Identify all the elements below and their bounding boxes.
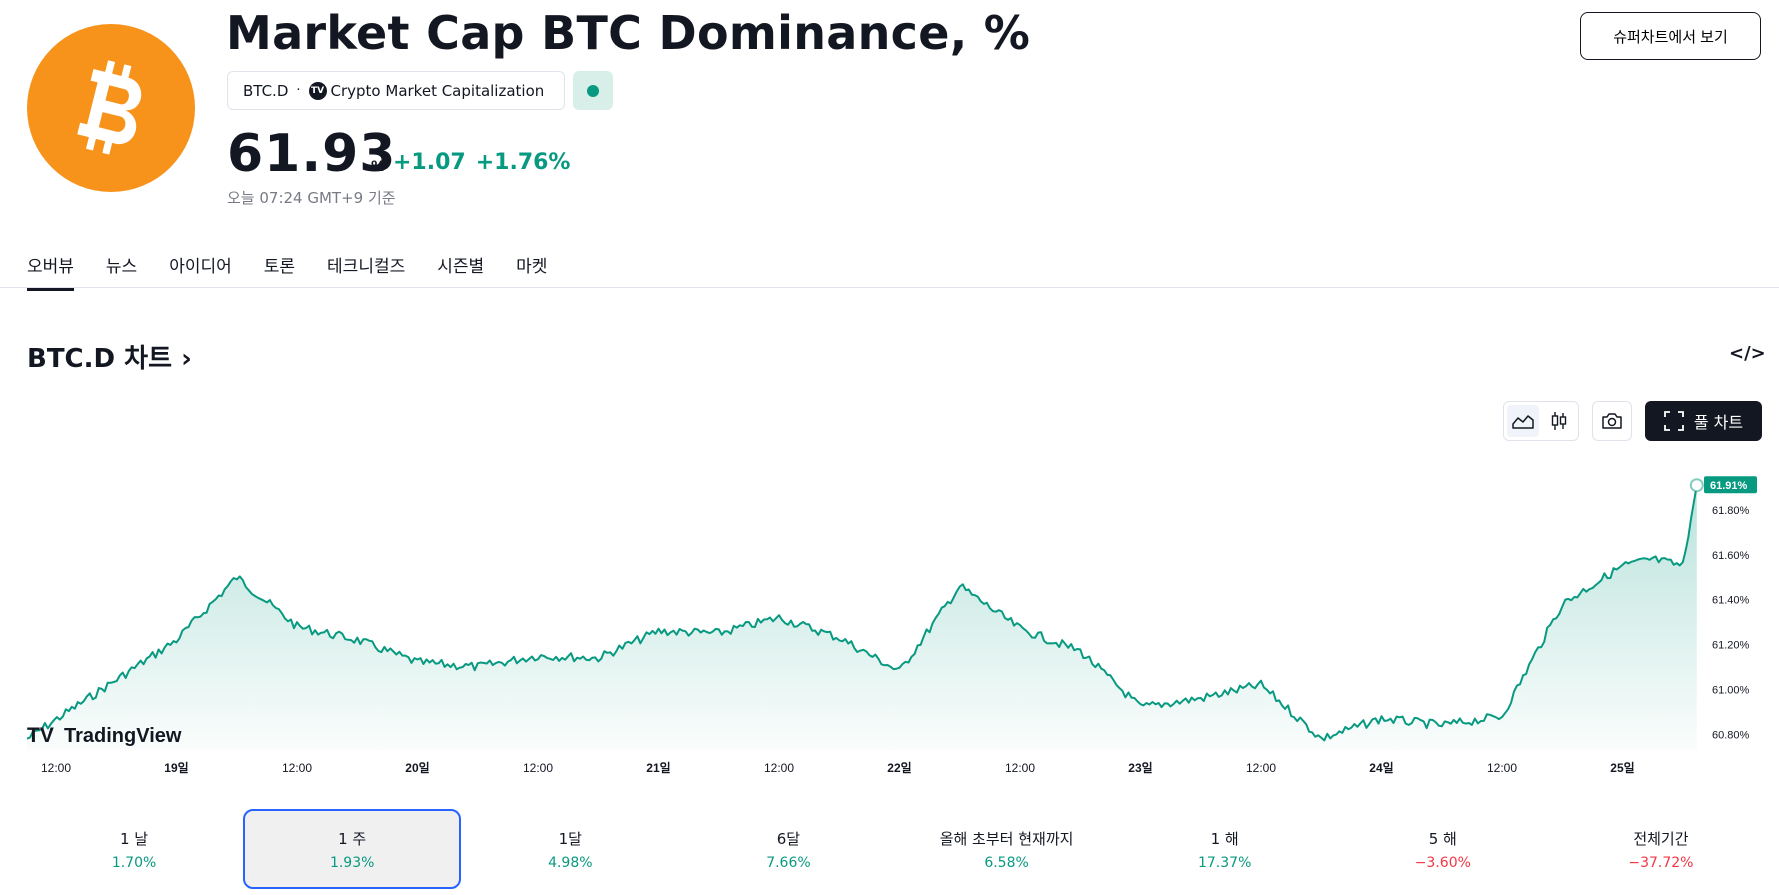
last-value-badge bbox=[1704, 476, 1757, 494]
period-6-months[interactable]: 6달 7.66% bbox=[679, 809, 897, 889]
period-value: 17.37% bbox=[1197, 854, 1252, 871]
period-value: 4.98% bbox=[548, 854, 593, 871]
period-label: 1 해 bbox=[1210, 829, 1239, 848]
y-axis-tick-label: 61.00% bbox=[1712, 684, 1750, 696]
y-axis-tick-label: 60.80% bbox=[1712, 729, 1750, 741]
period-1-week[interactable]: 1 주 1.93% bbox=[243, 809, 462, 889]
chart-title-text: BTC.D 차트 bbox=[27, 344, 172, 374]
tab-news[interactable]: 뉴스 bbox=[105, 257, 138, 277]
period-value: 6.58% bbox=[984, 854, 1029, 871]
tabs-divider bbox=[0, 287, 1779, 288]
price-chart[interactable]: 61.80% 61.60% 61.40% 61.20% 61.00% 60.80% 12:… bbox=[0, 455, 1779, 790]
area-chart[interactable]: 61.80% 61.60% 61.40% 61.20% 61.00% 60.80% 12:… bbox=[0, 455, 1779, 790]
tradingview-watermark[interactable]: TV TradingView bbox=[27, 724, 182, 747]
candles-icon bbox=[1551, 412, 1567, 430]
y-axis-tick-label: 61.20% bbox=[1712, 640, 1750, 652]
tradingview-mini-icon: TV bbox=[308, 81, 327, 100]
full-chart-label: 풀 차트 bbox=[1693, 413, 1744, 432]
period-label: 1 날 bbox=[120, 829, 149, 848]
x-axis-tick-label: 12:00 bbox=[1005, 761, 1035, 775]
y-axis-tick-label: 61.40% bbox=[1712, 595, 1750, 607]
period-label: 1 주 bbox=[338, 829, 367, 848]
period-value: 1.93% bbox=[329, 854, 375, 871]
x-axis-tick-label: 12:00 bbox=[764, 761, 794, 775]
x-axis-tick-label: 24일 bbox=[1369, 761, 1393, 775]
area-chart-icon bbox=[1512, 415, 1534, 429]
embed-code-icon[interactable]: </> bbox=[1729, 343, 1766, 364]
symbol-tabs: 오버뷰 뉴스 아이디어 토론 테크니컬즈 시즌별 마켓 bbox=[27, 252, 547, 291]
x-axis-tick-label: 20일 bbox=[405, 761, 429, 775]
x-axis-tick-label: 19일 bbox=[164, 761, 188, 775]
area-fill bbox=[27, 485, 1697, 750]
period-value: 7.66% bbox=[766, 854, 811, 871]
bitcoin-logo-icon bbox=[27, 24, 195, 192]
market-status-badge[interactable] bbox=[573, 71, 613, 110]
current-price: 61.93 bbox=[227, 124, 397, 184]
period-1-month[interactable]: 1달 4.98% bbox=[461, 809, 679, 889]
x-axis-tick-label: 12:00 bbox=[1246, 761, 1276, 775]
chart-section-title[interactable]: BTC.D 차트 › bbox=[27, 338, 192, 375]
watermark-text: TradingView bbox=[64, 725, 182, 747]
x-axis-tick-label: 21일 bbox=[646, 761, 670, 775]
performance-periods: 1 날 1.70% 1 주 1.93% 1달 4.98% 6달 7.66% 올해… bbox=[25, 809, 1770, 889]
market-open-dot-icon bbox=[587, 84, 599, 97]
price-unit: % bbox=[371, 159, 386, 175]
exchange-name: Crypto Market Capitalization bbox=[330, 81, 545, 100]
snapshot-button[interactable] bbox=[1592, 401, 1632, 441]
chart-style-toggle bbox=[1503, 401, 1579, 441]
y-axis-tick-label: 61.60% bbox=[1712, 550, 1750, 562]
period-all-time[interactable]: 전체기간 −37.72% bbox=[1552, 809, 1770, 889]
x-axis-tick-label: 22일 bbox=[887, 761, 911, 775]
x-axis-tick-label: 23일 bbox=[1128, 761, 1152, 775]
tab-ideas[interactable]: 아이디어 bbox=[169, 257, 232, 277]
x-axis-tick-label: 12:00 bbox=[41, 761, 71, 775]
series-line bbox=[26, 485, 1698, 742]
price-change-percent: +1.76% bbox=[475, 150, 571, 175]
period-label: 올해 초부터 현재까지 bbox=[939, 829, 1074, 848]
open-in-supercharts-button[interactable]: 슈퍼차트에서 보기 bbox=[1580, 12, 1761, 60]
x-axis-tick-label: 12:00 bbox=[523, 761, 553, 775]
camera-icon bbox=[1602, 413, 1622, 429]
period-5-years[interactable]: 5 해 −3.60% bbox=[1334, 809, 1552, 889]
y-axis-tick-label: 61.80% bbox=[1712, 505, 1750, 517]
price-change-absolute: +1.07 bbox=[393, 150, 466, 175]
chevron-right-icon: › bbox=[181, 344, 192, 374]
price-timestamp: 오늘 07:24 GMT+9 기준 bbox=[227, 189, 396, 207]
candles-chart-button[interactable] bbox=[1543, 405, 1575, 437]
period-1-day[interactable]: 1 날 1.70% bbox=[25, 809, 243, 889]
fullscreen-icon bbox=[1663, 411, 1684, 431]
x-axis-tick-label: 12:00 bbox=[1487, 761, 1517, 775]
period-label: 5 해 bbox=[1428, 829, 1457, 848]
page-title: Market Cap BTC Dominance, % bbox=[226, 6, 1031, 60]
x-axis-tick-label: 12:00 bbox=[282, 761, 312, 775]
period-value: 1.70% bbox=[111, 854, 157, 871]
area-chart-button[interactable] bbox=[1507, 405, 1539, 437]
tab-overview[interactable]: 오버뷰 bbox=[27, 252, 74, 291]
period-value: −3.60% bbox=[1414, 854, 1471, 871]
period-label: 6달 bbox=[776, 829, 801, 848]
period-label: 전체기간 bbox=[1633, 829, 1689, 848]
tab-technicals[interactable]: 테크니컬즈 bbox=[327, 257, 406, 277]
full-chart-button[interactable]: 풀 차트 bbox=[1645, 401, 1762, 441]
period-value: −37.72% bbox=[1628, 854, 1694, 871]
symbol-separator: · bbox=[296, 83, 301, 98]
last-point-marker bbox=[1689, 478, 1704, 493]
tradingview-logo-icon: TV bbox=[27, 724, 54, 747]
tab-seasonals[interactable]: 시즌별 bbox=[437, 257, 485, 277]
bitcoin-symbol-icon bbox=[77, 60, 142, 155]
x-axis-tick-label: 25일 bbox=[1610, 761, 1634, 775]
symbol-info[interactable]: BTC.D · TV Crypto Market Capitalization bbox=[227, 71, 565, 110]
period-1-year[interactable]: 1 해 17.37% bbox=[1116, 809, 1334, 889]
period-ytd[interactable]: 올해 초부터 현재까지 6.58% bbox=[898, 809, 1116, 889]
tab-markets[interactable]: 마켓 bbox=[516, 257, 548, 277]
tab-discussion[interactable]: 토론 bbox=[263, 257, 296, 277]
last-value-label: 61.91% bbox=[1710, 480, 1748, 492]
symbol-ticker: BTC.D bbox=[243, 81, 289, 100]
period-label: 1달 bbox=[558, 829, 582, 848]
price-change: +1.07 +1.76% bbox=[393, 150, 570, 175]
